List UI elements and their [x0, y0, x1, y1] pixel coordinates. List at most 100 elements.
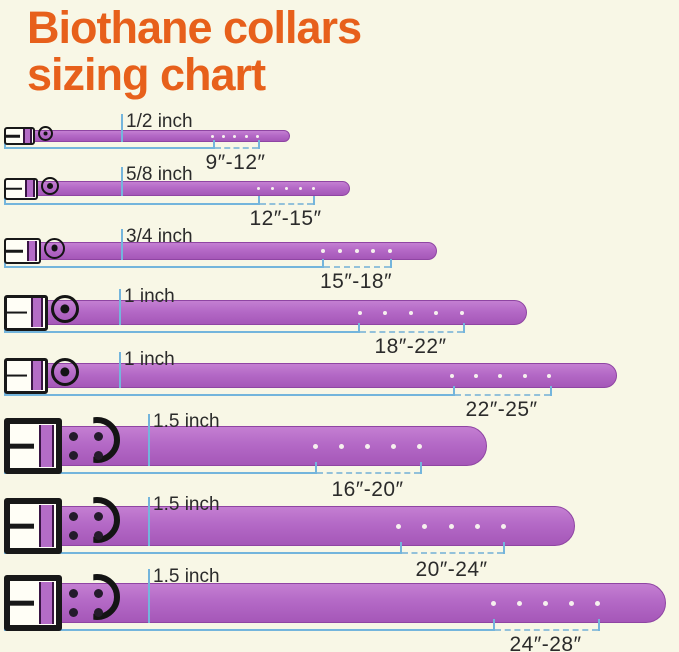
buckle-frame [4, 238, 41, 264]
bracket-mid-tick [493, 619, 495, 631]
bracket-mid-tick [315, 462, 317, 474]
buckle-strap [38, 425, 54, 467]
size-range-label: 24″-28″ [509, 633, 582, 652]
buckle-bar [10, 443, 34, 449]
adjustment-hole [364, 443, 370, 449]
adjustment-hole [221, 134, 225, 138]
ring-pin-icon [43, 131, 48, 136]
width-label: 1.5 inch [153, 411, 220, 432]
adjustment-hole [523, 373, 527, 378]
buckle-strap [30, 361, 44, 390]
page-title-line1: Biothane collars [27, 2, 362, 53]
bracket-end-tick [598, 619, 600, 631]
rivet-icon [93, 512, 103, 522]
page-title: Biothane collars sizing chart [27, 2, 362, 100]
bracket-left-tick [4, 194, 6, 205]
width-measure-line [148, 497, 150, 546]
adjustment-hole [460, 310, 464, 315]
rivet-icon [68, 432, 78, 442]
ring-pin-icon [47, 183, 53, 189]
rivet-icon [68, 607, 78, 617]
adjustment-hole [388, 249, 392, 253]
d-ring [93, 574, 120, 620]
bracket-mid-tick [453, 386, 455, 396]
adjustment-hole [474, 523, 480, 529]
bracket-mid-tick [322, 259, 324, 268]
adjustment-hole [500, 523, 506, 529]
width-label: 1 inch [124, 349, 175, 370]
bracket-mid-tick [213, 140, 215, 149]
size-range-label: 18″-22″ [374, 335, 447, 358]
width-measure-line [121, 114, 123, 142]
size-measure-line [4, 203, 258, 205]
buckle-strap [30, 298, 44, 327]
buckle-bar [6, 134, 21, 138]
rivet-icon [93, 589, 103, 599]
buckle-ring [44, 237, 65, 259]
rivet-icon [93, 530, 103, 540]
collar-strap [4, 506, 575, 546]
bracket-end-tick [390, 259, 392, 268]
adjustment-hole [434, 310, 438, 315]
buckle-frame [4, 294, 48, 331]
adjustment-hole [321, 249, 325, 253]
adjustment-hole [210, 134, 214, 138]
adjustment-hole [312, 443, 318, 449]
buckle-frame [4, 177, 38, 200]
adjustment-hole [547, 373, 551, 378]
ring-pin-icon [60, 304, 70, 314]
adjustment-hole [448, 523, 454, 529]
d-ring [93, 417, 120, 463]
rivet-icon [93, 607, 103, 617]
rivet-icon [93, 432, 103, 442]
buckle-bar [7, 374, 27, 377]
rivet-icon [93, 450, 103, 460]
adjustment-hole [395, 523, 401, 529]
bracket-end-tick [503, 542, 505, 554]
buckle-bar [10, 600, 34, 606]
width-measure-line [121, 167, 123, 196]
size-measure-dashed [317, 472, 420, 474]
buckle-frame [4, 575, 62, 631]
buckle-strap [38, 505, 54, 547]
adjustment-hole [416, 443, 422, 449]
size-measure-dashed [215, 147, 258, 149]
size-range-label: 16″-20″ [331, 478, 404, 501]
buckle-strap [26, 240, 38, 262]
adjustment-hole [474, 373, 478, 378]
ring-pin-icon [51, 245, 58, 252]
size-range-label: 22″-25″ [465, 398, 538, 421]
adjustment-hole [255, 134, 259, 138]
page-title-line2: sizing chart [27, 49, 266, 100]
rivet-icon [68, 450, 78, 460]
adjustment-hole [390, 443, 396, 449]
buckle-strap [24, 180, 35, 197]
adjustment-hole [270, 187, 274, 190]
width-label: 1 inch [124, 286, 175, 307]
width-label: 1/2 inch [126, 111, 193, 132]
size-range-label: 9″-12″ [205, 151, 266, 174]
size-measure-dashed [260, 203, 313, 205]
size-measure-dashed [402, 552, 503, 554]
width-measure-line [121, 229, 123, 260]
width-measure-line [119, 352, 121, 388]
buckle-bar [6, 187, 22, 190]
size-range-label: 12″-15″ [249, 207, 322, 230]
size-measure-dashed [360, 331, 463, 333]
adjustment-hole [594, 600, 600, 606]
rivet-icon [68, 530, 78, 540]
bracket-mid-tick [400, 542, 402, 554]
size-measure-line [4, 472, 315, 474]
buckle-bar [6, 249, 24, 253]
ring-pin-icon [60, 367, 70, 377]
buckle-bar [10, 523, 34, 529]
adjustment-hole [232, 134, 236, 138]
buckle-frame [4, 127, 35, 145]
bracket-end-tick [550, 386, 552, 396]
width-measure-line [148, 569, 150, 623]
size-measure-line [4, 331, 358, 333]
adjustment-hole [490, 600, 496, 606]
width-measure-line [119, 289, 121, 325]
adjustment-hole [298, 187, 302, 190]
